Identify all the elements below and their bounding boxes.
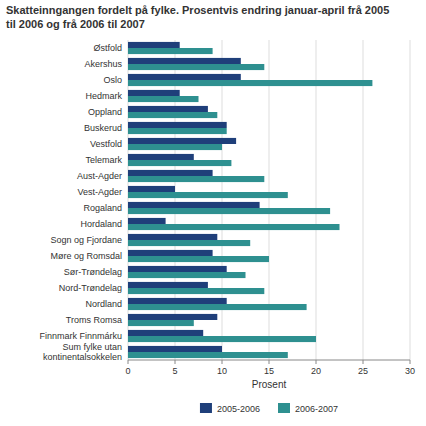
- bar: [128, 256, 269, 262]
- bar: [128, 218, 166, 224]
- bar: [128, 192, 288, 198]
- bar: [128, 224, 340, 230]
- bar: [128, 314, 217, 320]
- grid-line: [128, 40, 129, 360]
- bar: [128, 176, 264, 182]
- bar: [128, 106, 208, 112]
- grid-line: [222, 40, 223, 360]
- bar: [128, 320, 194, 326]
- tick-mark: [410, 360, 411, 364]
- title: Skatteinngangen fordelt på fylke. Prosen…: [6, 4, 389, 30]
- chart: Skatteinngangen fordelt på fylke. Prosen…: [0, 0, 426, 426]
- tick-label: 5: [172, 366, 177, 376]
- category-label: Troms Romsa: [66, 315, 122, 325]
- tick-mark: [222, 360, 223, 364]
- bar: [128, 122, 227, 128]
- bar: [128, 154, 194, 160]
- grid-line: [363, 40, 364, 360]
- category-label: Vestfold: [90, 139, 122, 149]
- bar: [128, 208, 330, 214]
- bar: [128, 138, 236, 144]
- grid-line: [410, 40, 411, 360]
- grid-line: [175, 40, 176, 360]
- bar: [128, 48, 213, 54]
- category-label: Rogaland: [83, 203, 122, 213]
- bar: [128, 90, 180, 96]
- legend-label: 2005-2006: [217, 404, 260, 414]
- category-label: Buskerud: [84, 123, 122, 133]
- category-label: Nord-Trøndelag: [59, 283, 122, 293]
- category-label: Vest-Agder: [77, 187, 122, 197]
- tick-mark: [175, 360, 176, 364]
- legend-swatch: [200, 403, 212, 413]
- tick-mark: [316, 360, 317, 364]
- bar: [128, 352, 288, 358]
- bar: [128, 112, 217, 118]
- bar: [128, 266, 227, 272]
- tick-mark: [128, 360, 129, 364]
- grid-line: [269, 40, 270, 360]
- bars: [128, 42, 372, 358]
- category-label: Hordaland: [80, 219, 122, 229]
- category-label: Finnmark Finnmárku: [39, 331, 122, 341]
- bar: [128, 160, 231, 166]
- category-label: Sum fylke utankontinentalsokkelen: [43, 342, 122, 362]
- category-label: Møre og Romsdal: [50, 251, 122, 261]
- tick-mark: [363, 360, 364, 364]
- tick-label: 30: [405, 366, 415, 376]
- category-label: Oppland: [88, 107, 122, 117]
- bar: [128, 64, 264, 70]
- bar: [128, 282, 208, 288]
- bar: [128, 186, 175, 192]
- category-label: Sør-Trøndelag: [64, 267, 122, 277]
- grid-line: [316, 40, 317, 360]
- category-label: Aust-Agder: [77, 171, 122, 181]
- bar: [128, 298, 227, 304]
- category-label: Telemark: [85, 155, 122, 165]
- bar: [128, 304, 307, 310]
- bar: [128, 80, 372, 86]
- bar: [128, 336, 316, 342]
- category-label: Akershus: [84, 59, 122, 69]
- bar: [128, 170, 213, 176]
- category-label: Oslo: [103, 75, 122, 85]
- category-label: Østfold: [93, 43, 122, 53]
- bar: [128, 58, 241, 64]
- bar: [128, 42, 180, 48]
- category-label: Nordland: [85, 299, 122, 309]
- bar: [128, 144, 222, 150]
- category-label: Hedmark: [85, 91, 122, 101]
- x-axis-label: Prosent: [252, 379, 287, 390]
- category-label: Sogn og Fjordane: [50, 235, 122, 245]
- bar: [128, 250, 213, 256]
- bar: [128, 96, 199, 102]
- bar: [128, 234, 217, 240]
- grid: [128, 40, 410, 360]
- tick-label: 20: [311, 366, 321, 376]
- x-axis-line: [128, 360, 410, 361]
- tick-label: 25: [358, 366, 368, 376]
- bar: [128, 240, 250, 246]
- bar: [128, 272, 246, 278]
- legend-swatch: [278, 403, 290, 413]
- tick-label: 0: [125, 366, 130, 376]
- bar: [128, 128, 227, 134]
- bar: [128, 330, 203, 336]
- tick-label: 15: [264, 366, 274, 376]
- bar: [128, 202, 260, 208]
- bar: [128, 74, 241, 80]
- x-axis: 0 5 10 15 20 25 30: [125, 360, 415, 376]
- tick-label: 10: [217, 366, 227, 376]
- bar: [128, 288, 264, 294]
- tick-mark: [269, 360, 270, 364]
- bar: [128, 346, 222, 352]
- legend: 2005-2006 2006-2007: [200, 403, 338, 414]
- legend-label: 2006-2007: [295, 404, 338, 414]
